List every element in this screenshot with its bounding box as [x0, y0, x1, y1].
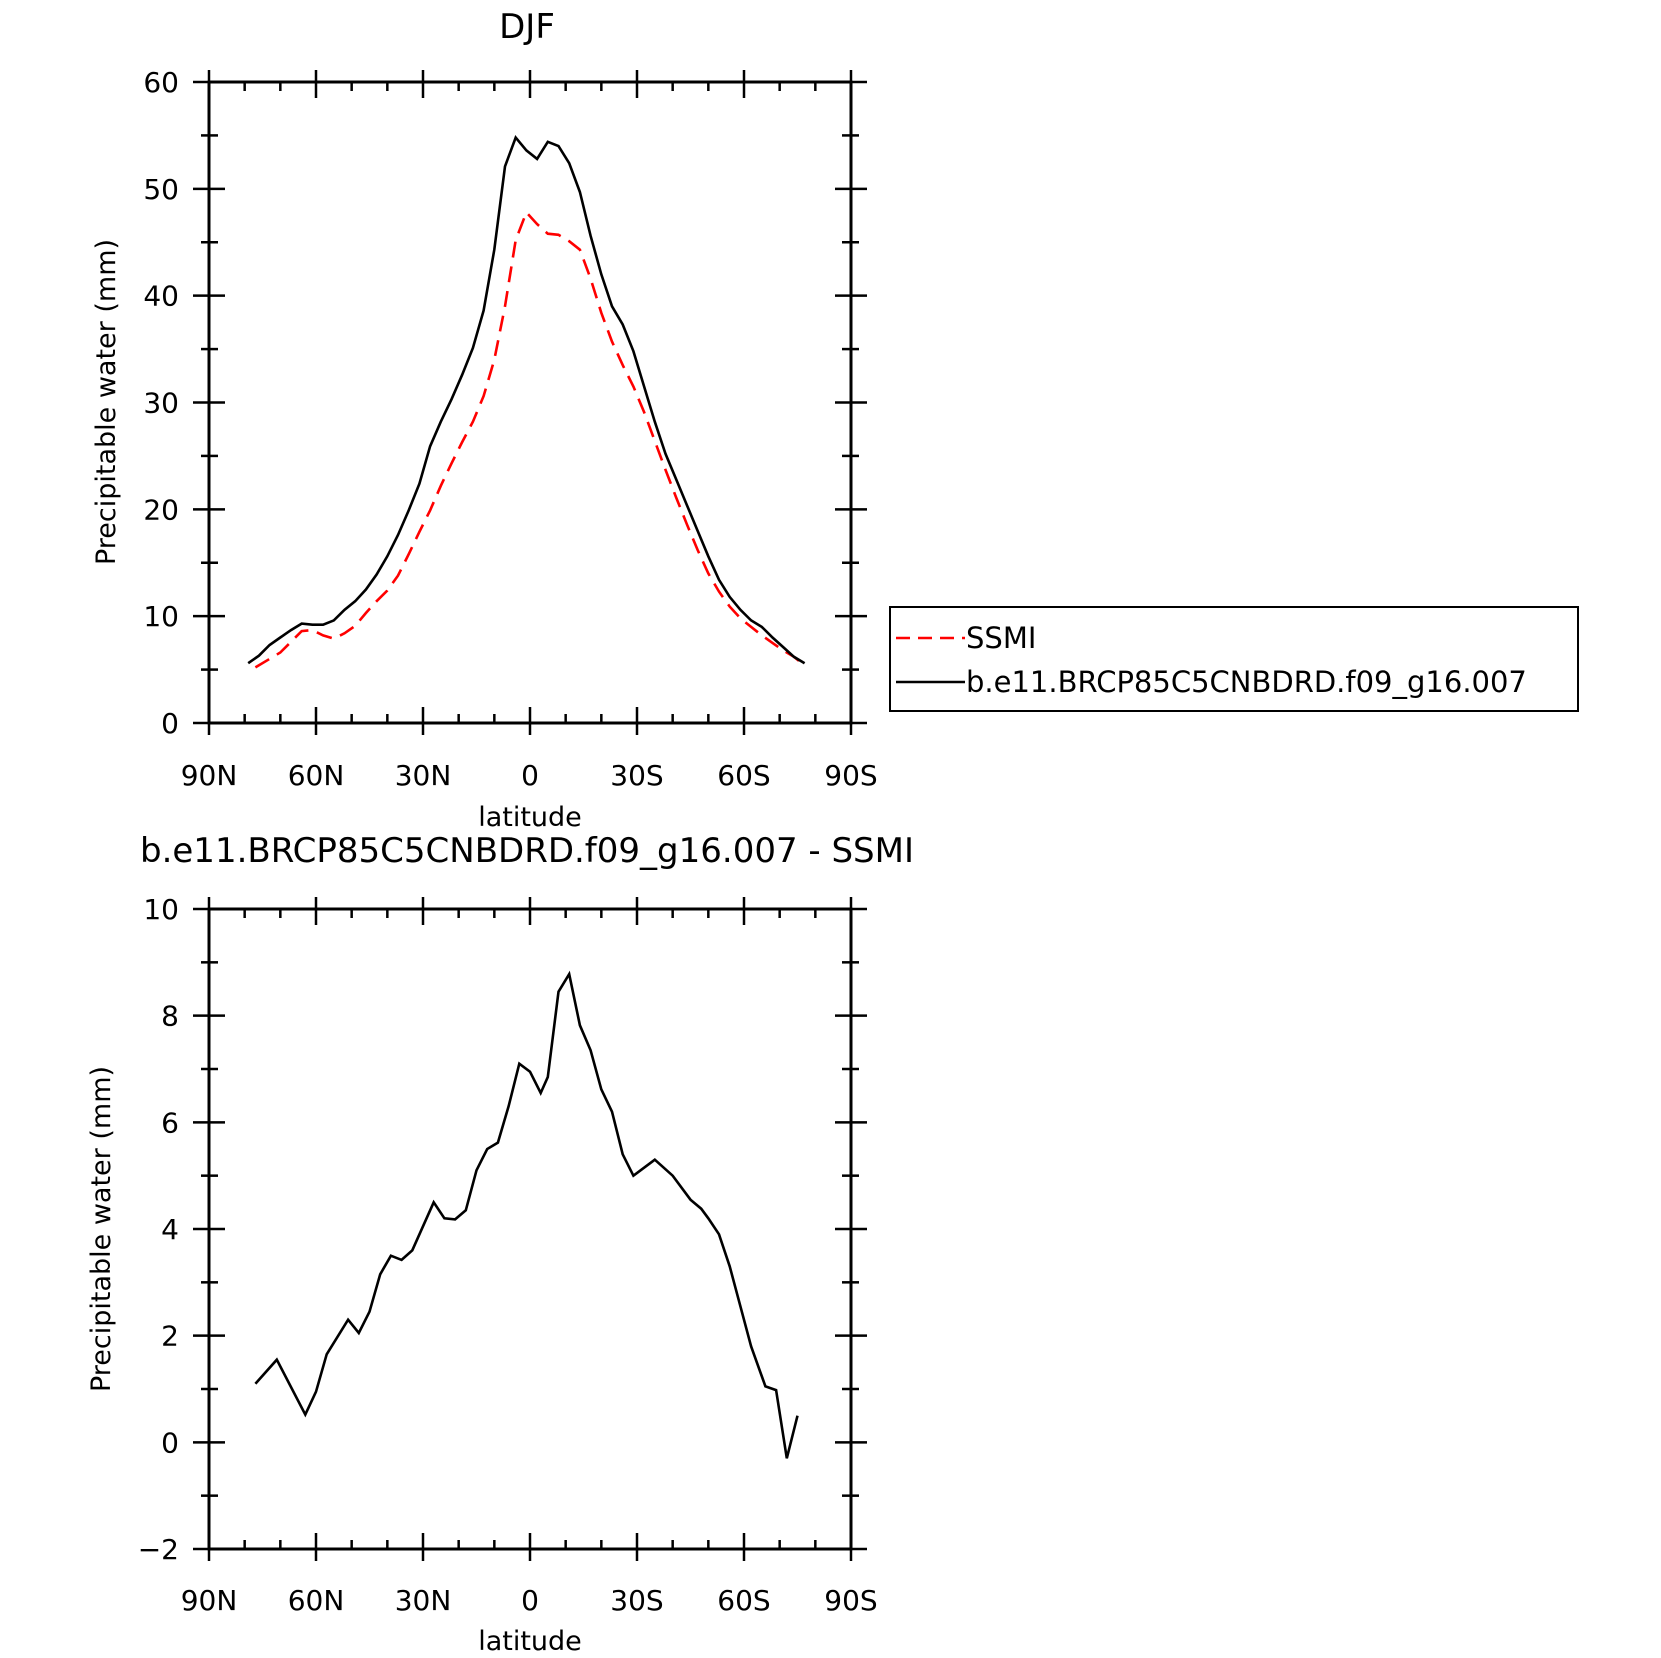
- x-tick-label: 0: [521, 1584, 539, 1617]
- y-tick-label: 10: [143, 600, 179, 633]
- y-tick-label: 0: [161, 1426, 179, 1459]
- y-tick-label: −2: [138, 1533, 179, 1566]
- y-tick-label: 30: [143, 387, 179, 420]
- chart-title: DJF: [499, 7, 555, 47]
- legend-box: [889, 606, 1579, 712]
- x-tick-label: 60S: [717, 1584, 770, 1617]
- x-axis-label: latitude: [478, 802, 582, 833]
- x-tick-label: 30N: [395, 759, 452, 792]
- y-tick-label: 60: [143, 66, 179, 99]
- panel-top: DJF 90N 60N 30N 0 30S 60S 90S 0 10 20 30 40 50 60 la…: [91, 7, 1579, 833]
- series-group: [254, 970, 799, 1459]
- y-tick-label: 8: [161, 1000, 179, 1033]
- series-line-ssmi: [254, 209, 806, 669]
- plot-frame: [207, 907, 853, 1551]
- legend-label-ssmi: SSMI: [966, 621, 1036, 655]
- series-group: [247, 135, 806, 669]
- x-tick-label: 60S: [717, 759, 770, 792]
- x-tick-label: 60N: [288, 759, 345, 792]
- x-tick-label: 0: [521, 759, 539, 792]
- x-tick-label: 90S: [824, 759, 877, 792]
- legend-label-model: b.e11.BRCP85C5CNBDRD.f09_g16.007: [966, 665, 1527, 699]
- chart-title: b.e11.BRCP85C5CNBDRD.f09_g16.007 - SSMI: [140, 831, 914, 871]
- x-tick-labels: 90N 60N 30N 0 30S 60S 90S: [181, 759, 878, 792]
- x-tick-label: 60N: [288, 1584, 345, 1617]
- legend: SSMI b.e11.BRCP85C5CNBDRD.f09_g16.007: [889, 606, 1579, 712]
- y-tick-labels: 0 10 20 30 40 50 60: [143, 66, 179, 740]
- y-tick-label: 6: [161, 1106, 179, 1139]
- panel-bottom: b.e11.BRCP85C5CNBDRD.f09_g16.007 - SSMI …: [86, 831, 914, 1657]
- x-axis-label: latitude: [478, 1626, 582, 1657]
- x-tick-label: 90S: [824, 1584, 877, 1617]
- axis-ticks: [193, 70, 867, 735]
- x-tick-labels: 90N 60N 30N 0 30S 60S 90S: [181, 1584, 878, 1617]
- plot-frame: [207, 80, 853, 725]
- x-tick-label: 30N: [395, 1584, 452, 1617]
- y-axis-label: Precipitable water (mm): [91, 239, 122, 565]
- x-tick-label: 90N: [181, 759, 238, 792]
- x-tick-label: 30S: [610, 1584, 663, 1617]
- series-line-difference: [254, 970, 799, 1459]
- y-axis-label: Precipitable water (mm): [86, 1066, 117, 1392]
- y-tick-labels: −2 0 2 4 6 8 10: [138, 893, 179, 1566]
- y-tick-label: 40: [143, 280, 179, 313]
- series-line-model: [247, 135, 806, 665]
- y-tick-label: 20: [143, 493, 179, 526]
- y-tick-label: 0: [161, 707, 179, 740]
- y-tick-label: 2: [161, 1320, 179, 1353]
- x-tick-label: 30S: [610, 759, 663, 792]
- x-tick-label: 90N: [181, 1584, 238, 1617]
- y-tick-label: 10: [143, 893, 179, 926]
- y-tick-label: 50: [143, 173, 179, 206]
- y-tick-label: 4: [161, 1213, 179, 1246]
- axis-ticks: [193, 897, 867, 1561]
